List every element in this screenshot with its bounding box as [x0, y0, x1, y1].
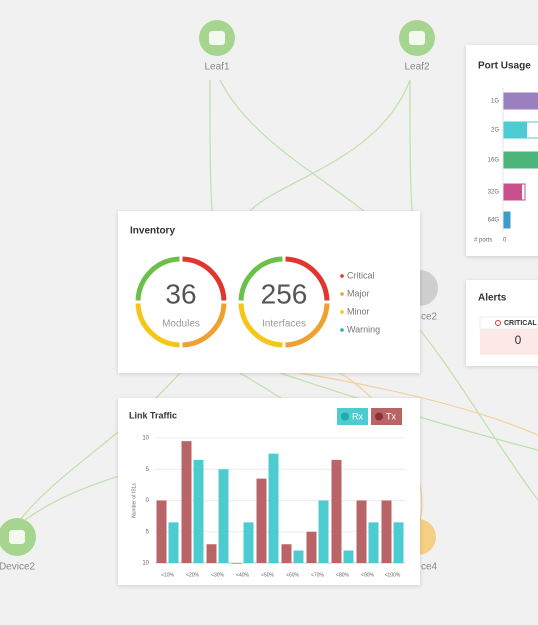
y-axis-label: Number of ISLs [131, 483, 137, 518]
legend-box [371, 408, 402, 425]
bar [503, 122, 527, 138]
legend-label: Minor [347, 306, 370, 316]
x-tick-label: <50% [261, 572, 274, 578]
bar [218, 469, 229, 563]
bar [243, 522, 254, 563]
bar [381, 500, 392, 563]
gauge-arc [182, 303, 227, 348]
node-label: Leaf2 [404, 62, 429, 73]
bar [181, 441, 192, 563]
y-tick-label: 64G [488, 218, 500, 224]
node-label: Leaf1 [204, 62, 229, 73]
bar [268, 453, 279, 563]
legend-label: Critical [347, 270, 375, 280]
x-tick-label: <60% [286, 572, 299, 578]
legend-label: Major [347, 288, 370, 298]
x-axis-label: # ports [474, 238, 492, 244]
node-icon [9, 530, 25, 544]
node-label: Device2 [0, 562, 35, 573]
bar [306, 531, 317, 563]
x-tick-label: <80% [336, 572, 349, 578]
legend-dot [340, 274, 344, 278]
card-title: Link Traffic [129, 410, 177, 420]
legend-label: Warning [347, 324, 380, 334]
bar [281, 544, 292, 563]
legend-label: Tx [386, 411, 396, 421]
node-label: ce4 [421, 562, 438, 573]
bar [503, 93, 538, 109]
y-tick-label: 5 [146, 529, 150, 535]
legend-box [337, 408, 368, 425]
x-tick-label: <70% [311, 572, 324, 578]
bar [168, 522, 179, 563]
gauge-arc [135, 256, 180, 301]
legend-dot [341, 412, 349, 421]
alert-value: 0 [515, 333, 522, 347]
bar [503, 152, 538, 168]
gauge-arc [238, 303, 283, 348]
inventory-card [118, 211, 420, 373]
gauge-value: 36 [165, 278, 196, 309]
bar [156, 500, 167, 563]
node-icon [209, 31, 225, 45]
gauge-arc [238, 256, 283, 301]
port-usage-card [466, 45, 538, 256]
gauge-arc [285, 256, 330, 301]
gauge-label: Interfaces [262, 319, 306, 330]
bar [503, 184, 522, 200]
alert-header [479, 316, 538, 330]
gauge-value: 256 [261, 278, 308, 309]
node-icon [409, 31, 425, 45]
legend-dot [340, 292, 344, 296]
card-title: Inventory [130, 226, 175, 237]
gauge-arc [135, 303, 180, 348]
x-tick-label: <30% [211, 572, 224, 578]
bar [503, 212, 510, 228]
bar [393, 522, 404, 563]
bar [343, 550, 354, 563]
y-tick-label: 32G [488, 190, 500, 196]
x-tick-label: 0 [503, 238, 507, 244]
y-tick-label: 0 [146, 498, 150, 504]
card-title: Port Usage [478, 61, 531, 72]
x-tick-label: <90% [361, 572, 374, 578]
bar [193, 459, 204, 563]
x-tick-label: <100% [385, 572, 401, 578]
bar [231, 563, 242, 564]
y-tick-label: 5 [146, 467, 150, 473]
y-tick-label: 1G [491, 99, 499, 105]
bar [293, 550, 304, 563]
node-label: ce2 [421, 312, 438, 323]
bar [356, 500, 367, 563]
legend-dot [340, 310, 344, 314]
y-tick-label: 10 [142, 561, 149, 567]
x-tick-label: <20% [186, 572, 199, 578]
bar [331, 459, 342, 563]
alert-icon [495, 320, 501, 326]
legend-label: Rx [352, 411, 363, 421]
gauge-label: Modules [162, 319, 200, 330]
bar [256, 478, 267, 563]
x-tick-label: <40% [236, 572, 249, 578]
bar [318, 500, 329, 563]
topology-links [19, 79, 538, 521]
bar [206, 544, 217, 563]
x-tick-label: <10% [161, 572, 174, 578]
legend-dot [340, 328, 344, 332]
gauge-arc [182, 256, 227, 301]
y-tick-label: 10 [142, 436, 149, 442]
legend-dot [375, 412, 383, 421]
y-tick-label: 2G [491, 128, 499, 134]
card-title: Alerts [478, 293, 507, 304]
alert-label: CRITICAL [504, 320, 537, 327]
gauge-arc [285, 303, 330, 348]
bar [368, 522, 379, 563]
y-tick-label: 16G [488, 158, 500, 164]
